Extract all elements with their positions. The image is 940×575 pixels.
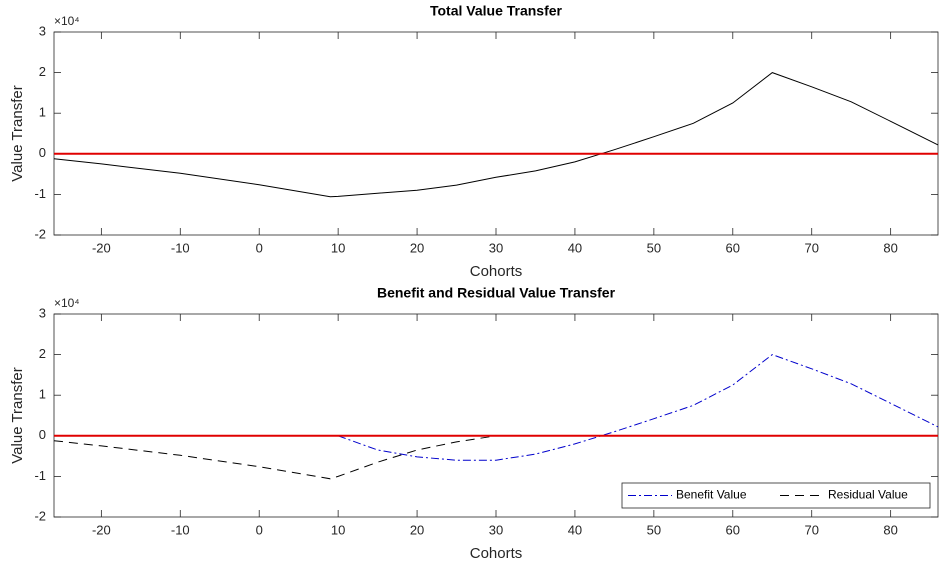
- x-tick-label: -10: [171, 522, 190, 537]
- x-tick-label: 50: [647, 240, 661, 255]
- chart-title: Total Value Transfer: [430, 3, 563, 19]
- series-line: [53, 72, 939, 198]
- chart-title: Benefit and Residual Value Transfer: [377, 285, 616, 301]
- y-tick-label: 2: [39, 346, 46, 361]
- x-tick-label: 30: [489, 522, 503, 537]
- plot-area: [53, 31, 939, 236]
- subplot: Total Value Transfer ×10⁴ Cohorts Value Tra…: [9, 3, 939, 280]
- x-tick-label: 20: [410, 522, 424, 537]
- x-axis-label: Cohorts: [470, 545, 523, 562]
- legend-box: [621, 482, 931, 509]
- x-tick-label: 10: [331, 522, 345, 537]
- x-tick-label: 10: [331, 240, 345, 255]
- x-tick-label: 70: [804, 240, 818, 255]
- y-axis-label: Value Transfer: [9, 85, 26, 181]
- x-tick-label: -10: [171, 240, 190, 255]
- y-tick-label: -1: [34, 468, 46, 483]
- x-tick-label: -20: [92, 240, 111, 255]
- multiplier: ×10⁴: [54, 296, 80, 310]
- x-tick-label: 60: [726, 240, 740, 255]
- x-tick-label: 30: [489, 240, 503, 255]
- subplot: Benefit and Residual Value Transfer ×10⁴ C…: [9, 285, 939, 562]
- series-line: [337, 354, 939, 461]
- y-tick-label: 1: [39, 387, 46, 402]
- y-tick-label: 0: [39, 427, 46, 442]
- x-tick-label: 40: [568, 522, 582, 537]
- y-tick-label: 3: [39, 305, 46, 320]
- x-tick-label: 60: [726, 522, 740, 537]
- x-tick-label: 50: [647, 522, 661, 537]
- y-tick-label: 2: [39, 64, 46, 79]
- x-axis-label: Cohorts: [470, 263, 523, 280]
- legend-label: Residual Value: [828, 488, 908, 502]
- series-line: [53, 435, 497, 480]
- x-tick-label: -20: [92, 522, 111, 537]
- y-tick-label: 0: [39, 145, 46, 160]
- x-tick-label: 70: [804, 522, 818, 537]
- multiplier: ×10⁴: [54, 14, 80, 28]
- y-axis-label: Value Transfer: [9, 367, 26, 463]
- y-tick-label: -2: [34, 226, 46, 241]
- legend: Benefit Value Residual Value: [621, 482, 931, 509]
- x-tick-label: 80: [883, 240, 897, 255]
- y-tick-label: 1: [39, 105, 46, 120]
- x-tick-label: 0: [256, 240, 263, 255]
- x-tick-label: 40: [568, 240, 582, 255]
- x-tick-label: 20: [410, 240, 424, 255]
- x-tick-label: 0: [256, 522, 263, 537]
- y-tick-label: -1: [34, 186, 46, 201]
- legend-label: Benefit Value: [676, 488, 747, 502]
- x-tick-label: 80: [883, 522, 897, 537]
- y-tick-label: -2: [34, 508, 46, 523]
- y-tick-label: 3: [39, 23, 46, 38]
